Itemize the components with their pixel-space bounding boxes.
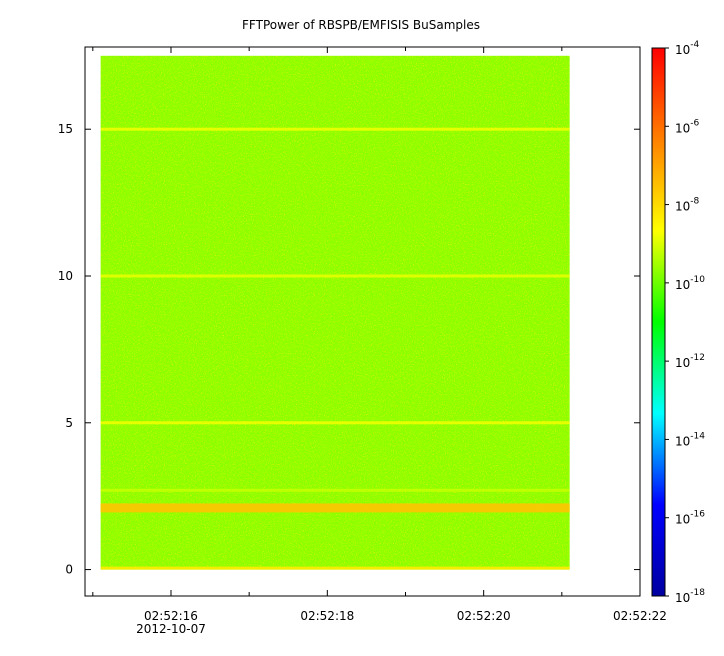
y-tick-label: 10	[58, 269, 73, 283]
spectrogram-noise	[100, 55, 570, 570]
y-tick-label: 15	[58, 122, 73, 136]
chart-title: FFTPower of RBSPB/EMFISIS BuSamples	[242, 18, 480, 32]
colorbar-tick-base: 10	[675, 434, 690, 448]
y-tick-label: 5	[65, 416, 73, 430]
colorbar-tick-base: 10	[675, 200, 690, 214]
x-tick-label: 02:52:18	[300, 609, 354, 623]
x-tick-label: 02:52:16	[144, 609, 198, 623]
colorbar-tick-exponent: -14	[690, 431, 705, 441]
colorbar-tick-label: 10-6	[675, 118, 700, 135]
colorbar-tick-label: 10-14	[675, 431, 705, 448]
x-tick-label: 02:52:20	[457, 609, 511, 623]
colorbar-tick-label: 10-10	[675, 275, 705, 292]
colorbar-tick-label: 10-12	[675, 353, 705, 370]
colorbar-tick-exponent: -10	[690, 275, 705, 285]
colorbar-tick-base: 10	[675, 43, 690, 57]
y-tick-label: 0	[65, 563, 73, 577]
axes: 0 5 10 15 02:52:16 02:52:18 02:52:20 02:52:22 20…	[58, 47, 667, 636]
colorbar-tick-base: 10	[675, 121, 690, 135]
spectral-band	[100, 566, 570, 570]
spectral-band	[100, 488, 570, 492]
colorbar-tick-label: 10-18	[675, 588, 705, 605]
spectral-band	[100, 274, 570, 278]
x-date-label: 2012-10-07	[136, 622, 206, 636]
x-tick-label: 02:52:22	[613, 609, 667, 623]
spectral-band	[100, 421, 570, 425]
colorbar-tick-base: 10	[675, 513, 690, 527]
colorbar-tick-exponent: -16	[690, 510, 705, 520]
colorbar	[651, 47, 666, 597]
colorbar-tick-label: 10-4	[675, 40, 700, 57]
spectrogram-bands	[100, 127, 570, 570]
colorbar-tick-exponent: -4	[690, 40, 699, 50]
spectral-band	[100, 127, 570, 131]
colorbar-tick-exponent: -6	[690, 118, 699, 128]
colorbar-tick-base: 10	[675, 591, 690, 605]
spectral-band	[100, 503, 570, 513]
colorbar-tick-exponent: -8	[690, 197, 699, 207]
colorbar-tick-exponent: -18	[690, 588, 705, 598]
colorbar-tick-label: 10-8	[675, 197, 700, 214]
colorbar-tick-label: 10-16	[675, 510, 705, 527]
colorbar-tick-base: 10	[675, 356, 690, 370]
colorbar-tick-exponent: -12	[690, 353, 705, 363]
colorbar-tick-base: 10	[675, 278, 690, 292]
spectrogram-image	[100, 55, 570, 570]
